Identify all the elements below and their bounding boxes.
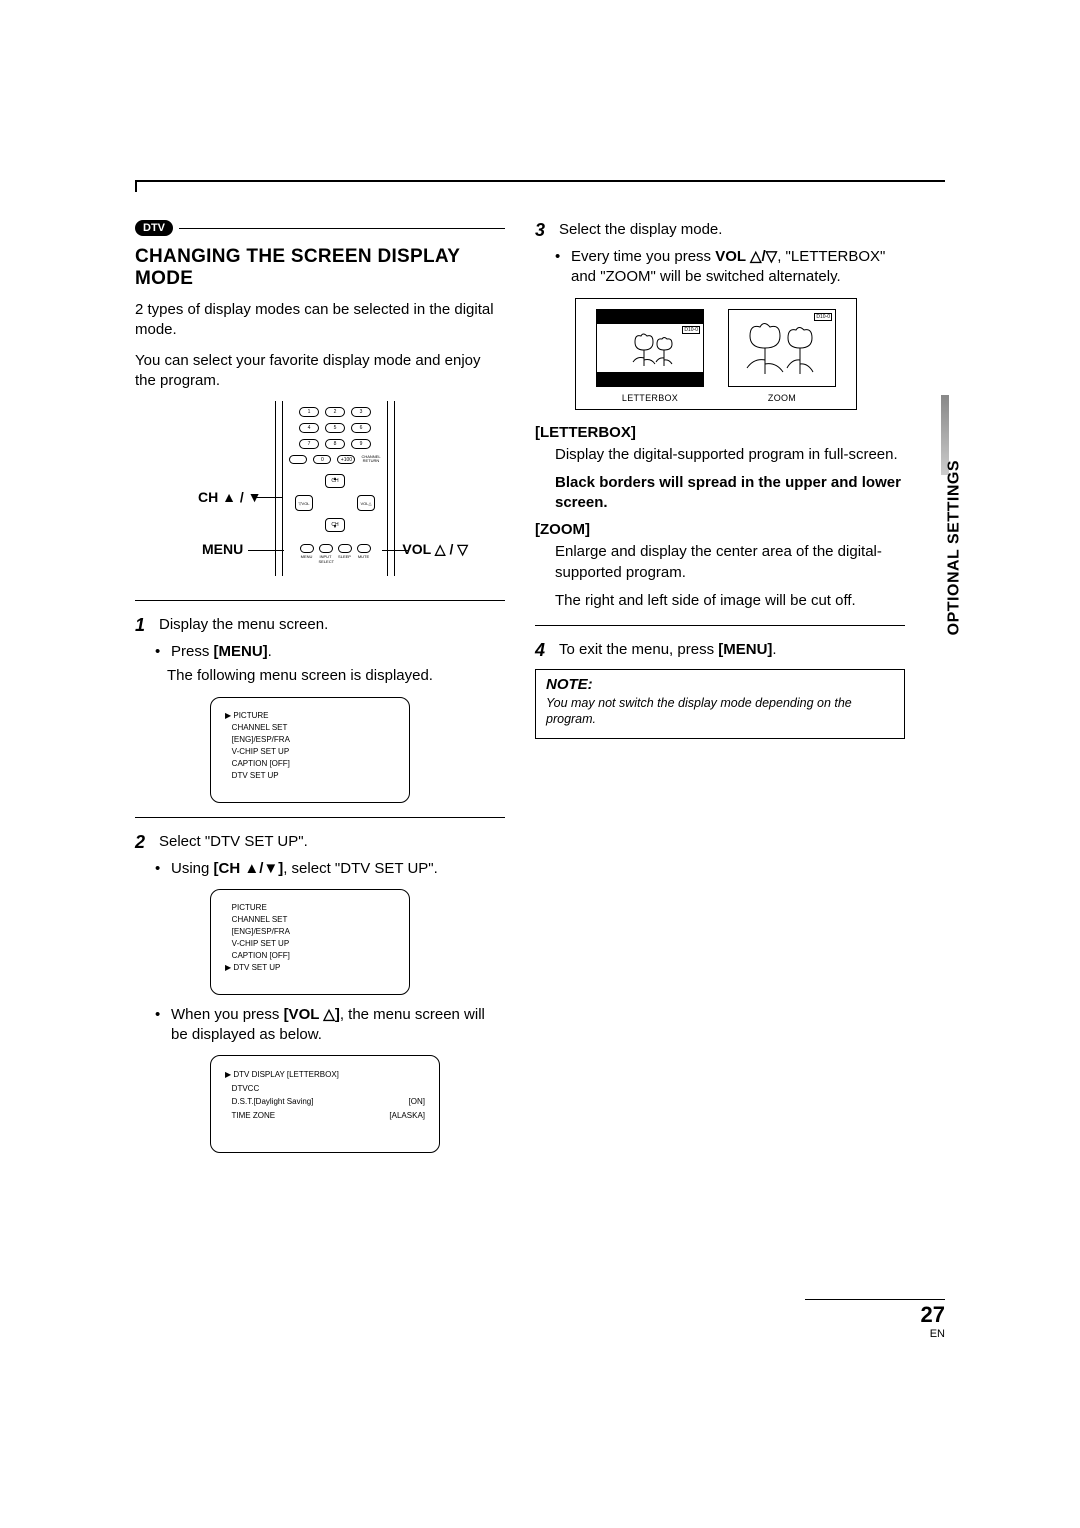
- step-1-bullet-1: Press [MENU].: [171, 642, 272, 662]
- step-1-num: 1: [135, 615, 151, 636]
- remote-label-menu: MENU: [202, 541, 243, 557]
- menu-screen-2: PICTURE CHANNEL SET [ENG]/ESP/FRA V-CHIP…: [210, 889, 410, 995]
- page-number: 27 EN: [805, 1299, 945, 1340]
- menu-screen-3: ▶ DTV DISPLAY [LETTERBOX] DTVCC D.S.T.[D…: [210, 1055, 440, 1153]
- zoom-tv-icon: D10-0: [728, 309, 836, 387]
- step-2-bullet-2: When you press [VOL △], the menu screen …: [171, 1005, 505, 1046]
- zoom-head: [ZOOM]: [535, 521, 905, 538]
- step-2-text: Select "DTV SET UP".: [159, 832, 308, 853]
- note-body: You may not switch the display mode depe…: [546, 695, 894, 728]
- step-2-num: 2: [135, 832, 151, 853]
- remote-diagram: 123 456 789 0 +100 CHANNEL RETURN CH CH …: [190, 401, 450, 586]
- left-rule-tick: [135, 180, 137, 192]
- menu-screen-1: ▶ PICTURE CHANNEL SET [ENG]/ESP/FRA V-CH…: [210, 697, 410, 803]
- letterbox-bold: Black borders will spread in the upper a…: [555, 473, 905, 514]
- light-button: [289, 455, 307, 464]
- nav-pad: CH CH ▽VOL VOL△: [295, 474, 375, 532]
- zoom-text-2: The right and left side of image will be…: [555, 591, 905, 611]
- letterbox-caption: LETTERBOX: [622, 393, 678, 403]
- step-4-text: To exit the menu, press [MENU].: [559, 640, 777, 661]
- left-column: DTV CHANGING THE SCREEN DISPLAY MODE 2 t…: [135, 220, 505, 1163]
- step-2-bullet-1: Using [CH ▲/▼], select "DTV SET UP".: [171, 859, 438, 879]
- note-title: NOTE:: [546, 676, 894, 693]
- step-1-text: Display the menu screen.: [159, 615, 328, 636]
- top-rule: [135, 180, 945, 182]
- step-3-num: 3: [535, 220, 551, 241]
- side-tab-label: OPTIONAL SETTINGS: [945, 460, 963, 635]
- zoom-text-1: Enlarge and display the center area of t…: [555, 542, 905, 583]
- right-column: 3 Select the display mode. •Every time y…: [535, 220, 905, 739]
- section-title: CHANGING THE SCREEN DISPLAY MODE: [135, 246, 505, 290]
- letterbox-head: [LETTERBOX]: [535, 424, 905, 441]
- zoom-caption: ZOOM: [768, 393, 796, 403]
- step-1-bullet-2: The following menu screen is displayed.: [167, 666, 433, 686]
- step-4-num: 4: [535, 640, 551, 661]
- dtv-badge: DTV: [135, 220, 173, 236]
- remote-label-ch: CH ▲ / ▼: [198, 489, 262, 505]
- note-box: NOTE: You may not switch the display mod…: [535, 669, 905, 739]
- remote-label-vol: VOL △ / ▽: [402, 541, 468, 558]
- letterbox-tv-icon: D10-0: [596, 309, 704, 387]
- display-mode-diagram: D10-0 LETTERBOX: [575, 298, 857, 410]
- step-3-text: Select the display mode.: [559, 220, 722, 241]
- intro-2: You can select your favorite display mod…: [135, 351, 505, 392]
- letterbox-text: Display the digital-supported program in…: [555, 445, 905, 465]
- step-3-bullet-1: Every time you press VOL △/▽, "LETTERBOX…: [571, 247, 905, 288]
- intro-1: 2 types of display modes can be selected…: [135, 300, 505, 341]
